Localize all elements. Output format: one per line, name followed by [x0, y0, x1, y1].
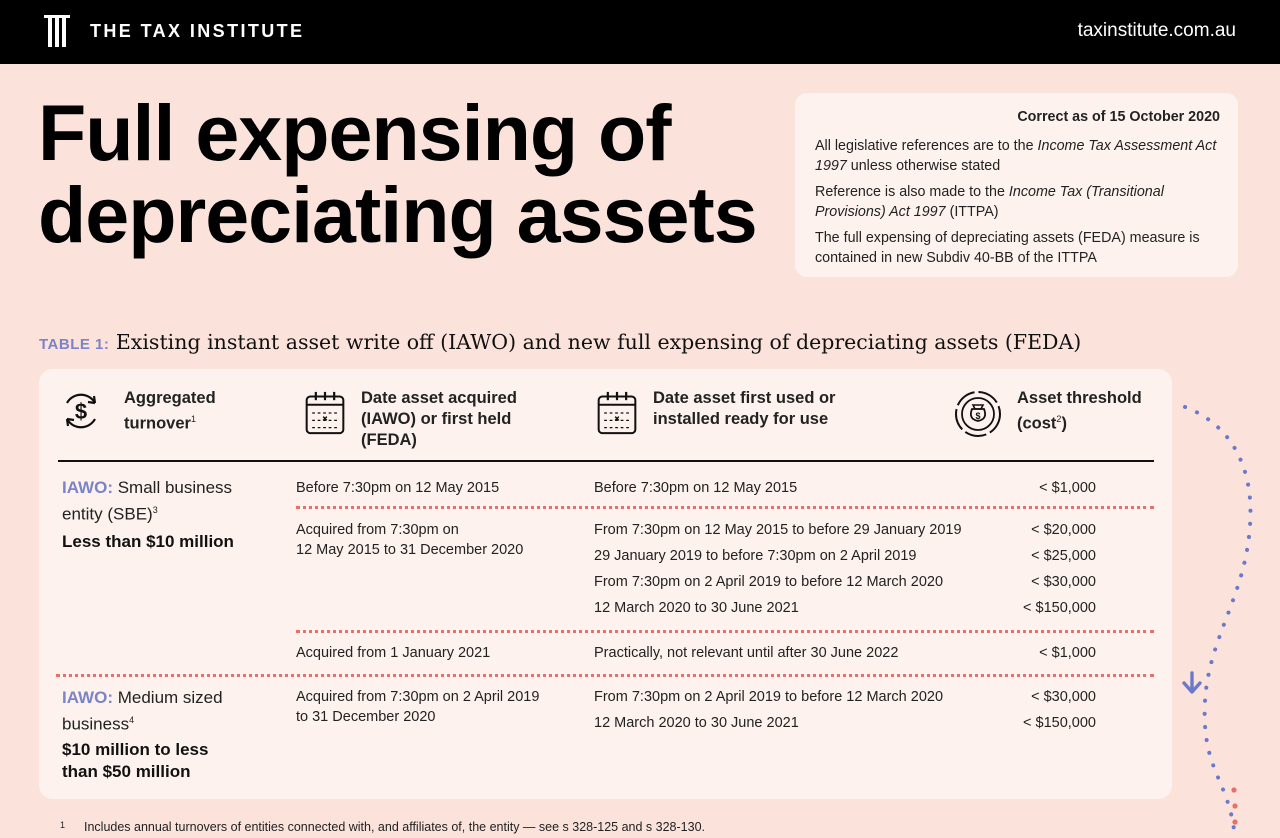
- row-divider: [296, 506, 1154, 509]
- table-card: $ Aggregated turnover1 Date asset acquir…: [39, 369, 1172, 799]
- section-divider: [56, 674, 1154, 677]
- dollar-cycle-icon: $: [65, 393, 97, 429]
- footnote-text: Includes annual turnovers of entities co…: [84, 820, 705, 834]
- info-legislative-ref: All legislative references are to the In…: [815, 138, 1217, 174]
- svg-text:$: $: [975, 411, 980, 421]
- calendar-icon: [597, 391, 637, 435]
- sbe-r2-threshold-3: < $30,000: [1031, 574, 1096, 590]
- sbe-r2-threshold-4: < $150,000: [1023, 600, 1096, 616]
- medium-turnover-range: $10 million to less than $50 million: [62, 740, 209, 781]
- medium-acquired: Acquired from 7:30pm on 2 April 2019 to …: [296, 689, 540, 725]
- dotted-arrow-decoration: [1182, 405, 1253, 838]
- header-date-acquired: Date asset acquired (IAWO) or first held…: [361, 389, 517, 449]
- sbe-r2-acquired: Acquired from 7:30pm on 12 May 2015 to 3…: [296, 522, 524, 558]
- info-box: Correct as of 15 October 2020 All legisl…: [795, 93, 1238, 277]
- table-title: Existing instant asset write off (IAWO) …: [115, 330, 1082, 354]
- medium-entity-label: IAWO: Medium sized business4: [62, 688, 223, 734]
- sbe-r2-first-used-3: From 7:30pm on 2 April 2019 to before 12…: [594, 574, 944, 590]
- sbe-r3-first-used: Practically, not relevant until after 30…: [594, 645, 899, 661]
- money-bag-icon: $: [955, 391, 1001, 437]
- header-date-first-used: Date asset first used or installed ready…: [653, 389, 836, 428]
- row-divider: [296, 630, 1154, 633]
- site-url-link[interactable]: taxinstitute.com.au: [1077, 20, 1236, 41]
- sbe-r2-first-used-1: From 7:30pm on 12 May 2015 to before 29 …: [594, 522, 962, 538]
- title-line-2: depreciating assets: [38, 170, 758, 259]
- title-line-1: Full expensing of: [38, 88, 672, 177]
- tax-institute-logo-icon: [44, 15, 70, 47]
- calendar-icon: [305, 391, 345, 435]
- header-divider: [58, 460, 1154, 462]
- info-feda-measure: The full expensing of depreciating asset…: [815, 230, 1200, 266]
- sbe-r2-threshold-1: < $20,000: [1031, 522, 1096, 538]
- sbe-r1-threshold: < $1,000: [1039, 480, 1096, 496]
- sbe-r2-first-used-2: 29 January 2019 to before 7:30pm on 2 Ap…: [594, 548, 917, 564]
- brand-name: THE TAX INSTITUTE: [90, 21, 305, 41]
- sbe-r3-threshold: < $1,000: [1039, 645, 1096, 661]
- page-title: Full expensing of depreciating assets: [38, 88, 758, 259]
- sbe-r2-first-used-4: 12 March 2020 to 30 June 2021: [594, 600, 799, 616]
- medium-threshold-2: < $150,000: [1023, 715, 1096, 731]
- sbe-r1-acquired: Before 7:30pm on 12 May 2015: [296, 480, 500, 496]
- table-number: TABLE 1:: [39, 336, 110, 353]
- header-bar: THE TAX INSTITUTE taxinstitute.com.au: [0, 0, 1280, 64]
- header-asset-threshold: Asset threshold (cost2): [1017, 389, 1142, 433]
- sbe-entity-label: IAWO: Small business entity (SBE)3: [62, 478, 233, 524]
- correct-as-of: Correct as of 15 October 2020: [1017, 109, 1220, 125]
- sbe-r2-threshold-2: < $25,000: [1031, 548, 1096, 564]
- medium-first-used-2: 12 March 2020 to 30 June 2021: [594, 715, 799, 731]
- medium-first-used-1: From 7:30pm on 2 April 2019 to before 12…: [594, 689, 944, 705]
- sbe-turnover-range: Less than $10 million: [62, 532, 234, 551]
- footnote: 1 Includes annual turnovers of entities c…: [60, 820, 705, 834]
- header-turnover: Aggregated turnover1: [124, 389, 216, 433]
- svg-text:$: $: [75, 399, 87, 424]
- footnote-number: 1: [60, 820, 66, 830]
- medium-threshold-1: < $30,000: [1031, 689, 1096, 705]
- info-ittpa-ref: Reference is also made to the Income Tax…: [815, 184, 1164, 220]
- table-caption: TABLE 1: Existing instant asset write of…: [39, 330, 1081, 354]
- sbe-r1-first-used: Before 7:30pm on 12 May 2015: [594, 480, 798, 496]
- sbe-r3-acquired: Acquired from 1 January 2021: [296, 645, 491, 661]
